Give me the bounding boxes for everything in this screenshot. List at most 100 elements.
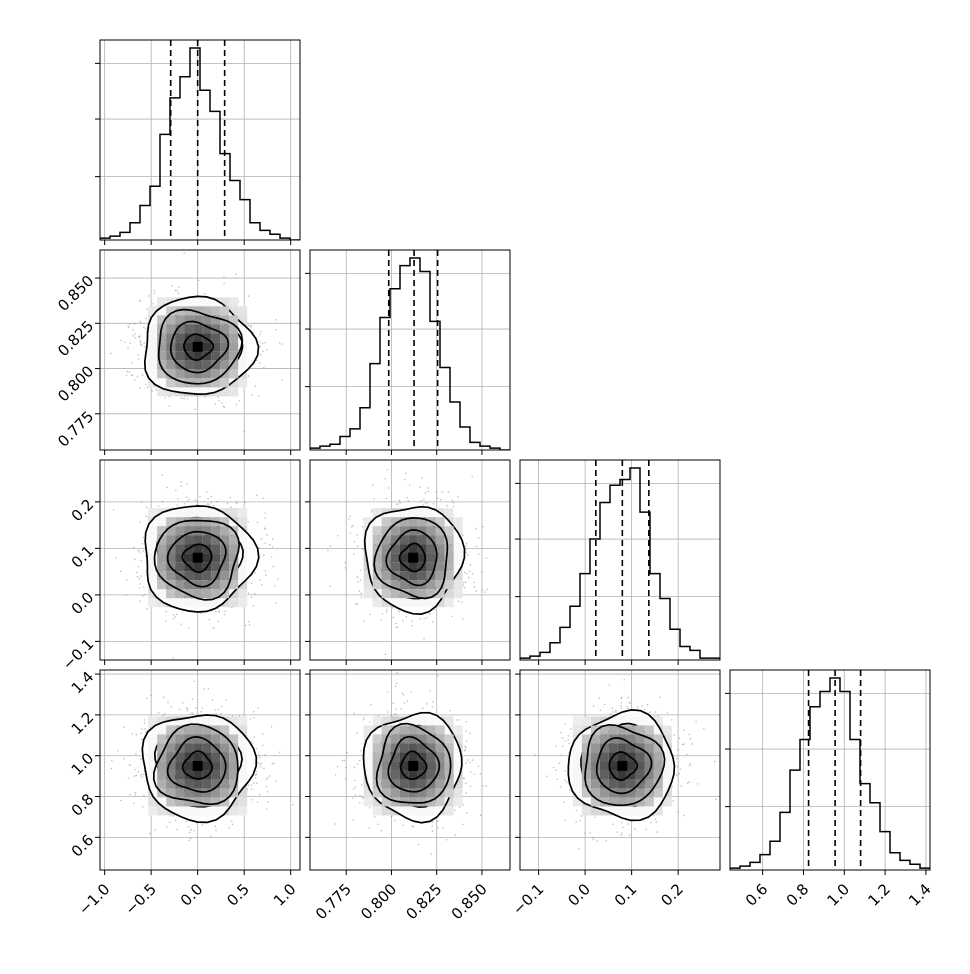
- density-cell: [435, 526, 445, 536]
- density-cell: [399, 571, 409, 581]
- density-cell: [626, 779, 636, 789]
- density-cell: [372, 553, 382, 563]
- density-cell: [626, 761, 636, 771]
- density-cell: [408, 725, 418, 735]
- density-cell: [166, 752, 176, 762]
- density-cell: [372, 788, 382, 798]
- density-cell: [193, 333, 203, 343]
- density-cell: [229, 716, 239, 726]
- density-cell: [193, 535, 203, 545]
- density-cell: [175, 788, 185, 798]
- density-cell: [220, 306, 230, 316]
- density-cell: [220, 297, 230, 307]
- density-cell: [184, 779, 194, 789]
- y-tick-label: 0.1: [68, 542, 98, 572]
- density-cell: [417, 526, 427, 536]
- panel-frame: [309, 459, 511, 661]
- density-cell: [626, 797, 636, 807]
- density-cell: [157, 598, 167, 608]
- density-cell: [175, 553, 185, 563]
- density-cell: [157, 526, 167, 536]
- density-cell: [193, 770, 203, 780]
- density-cell: [175, 797, 185, 807]
- density-cell: [238, 306, 248, 316]
- density-cell: [581, 752, 591, 762]
- density-cell: [193, 571, 203, 581]
- density-cell: [444, 526, 454, 536]
- density-cell: [211, 571, 221, 581]
- density-cell: [426, 544, 436, 554]
- density-cell: [408, 544, 418, 554]
- density-cell: [626, 734, 636, 744]
- density-cell: [202, 734, 212, 744]
- density-cell: [229, 580, 239, 590]
- y-tick-label: −0.1: [59, 635, 97, 673]
- density-cell: [211, 580, 221, 590]
- density-cell: [238, 580, 248, 590]
- density-cell: [444, 761, 454, 771]
- density-cell: [175, 351, 185, 361]
- density-cell: [166, 743, 176, 753]
- panel-2-0: −0.1 0.0 0.1 0.2: [59, 459, 301, 674]
- density-cell: [644, 725, 654, 735]
- panel-content: [100, 670, 300, 870]
- density-cell: [408, 779, 418, 789]
- density-cell: [426, 589, 436, 599]
- density-cell: [166, 333, 176, 343]
- density-cell: [193, 517, 203, 527]
- panel-content: [100, 460, 300, 660]
- density-cell: [444, 571, 454, 581]
- density-cell: [581, 788, 591, 798]
- density-peak: [192, 552, 203, 563]
- density-cell: [644, 761, 654, 771]
- density-cell: [363, 580, 373, 590]
- contour-line: [608, 751, 639, 781]
- density-cell: [184, 797, 194, 807]
- density-cell: [390, 589, 400, 599]
- x-tick-label: 1.0: [270, 880, 300, 910]
- contour-line: [387, 735, 441, 793]
- density-cell: [229, 378, 239, 388]
- density-cell: [175, 342, 185, 352]
- density-peak: [617, 760, 628, 771]
- panel-content: [310, 460, 510, 660]
- density-cell: [157, 544, 167, 554]
- density-cell: [211, 526, 221, 536]
- density-cell: [453, 788, 463, 798]
- density-cell: [590, 770, 600, 780]
- density-cell: [444, 779, 454, 789]
- density-cell: [363, 571, 373, 581]
- density-cell: [635, 797, 645, 807]
- density-cell: [202, 580, 212, 590]
- density-cell: [599, 788, 609, 798]
- density-cell: [175, 734, 185, 744]
- density-peak: [192, 341, 203, 352]
- density-cell: [238, 797, 248, 807]
- density-cell: [157, 351, 167, 361]
- contour-line: [166, 736, 227, 793]
- density-cell: [166, 725, 176, 735]
- density-cell: [444, 734, 454, 744]
- density-cell: [590, 725, 600, 735]
- density-cell: [157, 297, 167, 307]
- density-cell: [166, 571, 176, 581]
- contour-line: [398, 542, 427, 573]
- density-cell: [157, 806, 167, 816]
- density-cell: [453, 580, 463, 590]
- density-cell: [435, 553, 445, 563]
- density-cell: [157, 553, 167, 563]
- density-cell: [372, 535, 382, 545]
- density-cell: [184, 369, 194, 379]
- density-cell: [444, 806, 454, 816]
- density-cell: [166, 360, 176, 370]
- density-cell: [211, 562, 221, 572]
- panel-content: [310, 250, 510, 450]
- density-cell: [626, 770, 636, 780]
- density-cell: [166, 535, 176, 545]
- density-cell: [220, 324, 230, 334]
- density-cell: [157, 743, 167, 753]
- density-cell: [572, 797, 582, 807]
- density-cell: [184, 324, 194, 334]
- density-cell: [211, 752, 221, 762]
- x-tick-label: −0.5: [121, 880, 159, 918]
